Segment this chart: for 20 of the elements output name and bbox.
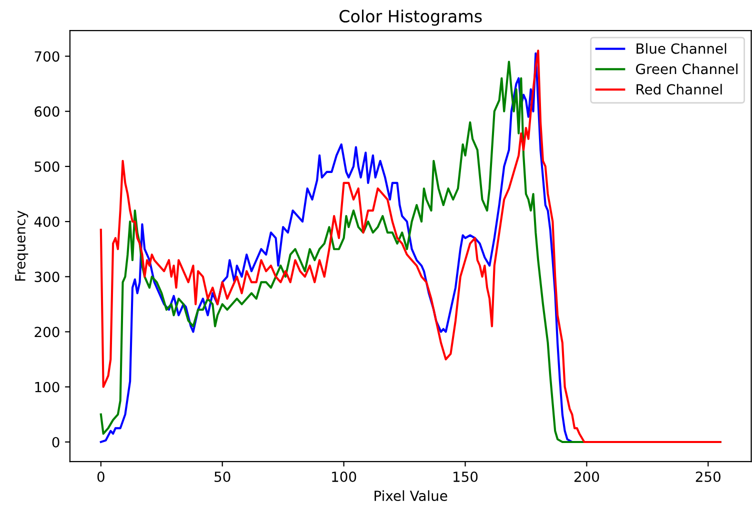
x-tick-label: 250 xyxy=(696,472,720,482)
x-axis-title: Pixel Value xyxy=(374,490,448,502)
legend-label: Blue Channel xyxy=(636,43,726,54)
legend-label: Green Channel xyxy=(636,63,738,74)
chart-title: Color Histograms xyxy=(340,10,482,26)
y-tick-label: 400 xyxy=(34,216,60,228)
x-tick-label: 0 xyxy=(97,472,104,482)
x-tick-label: 50 xyxy=(214,472,230,482)
y-tick-label: 600 xyxy=(34,106,60,117)
y-tick-label: 700 xyxy=(34,51,60,62)
x-tick-label: 200 xyxy=(574,472,600,482)
y-tick-label: 200 xyxy=(34,326,60,338)
y-tick-label: 100 xyxy=(35,382,60,392)
y-tick-label: 0 xyxy=(52,436,60,448)
legend-label: Red Channel xyxy=(636,84,722,95)
y-tick-label: 300 xyxy=(34,272,60,282)
x-tick-label: 100 xyxy=(332,472,356,482)
y-axis-title: Frequency xyxy=(15,210,28,281)
y-tick-label: 500 xyxy=(34,161,60,172)
x-tick-label: 150 xyxy=(454,472,478,482)
